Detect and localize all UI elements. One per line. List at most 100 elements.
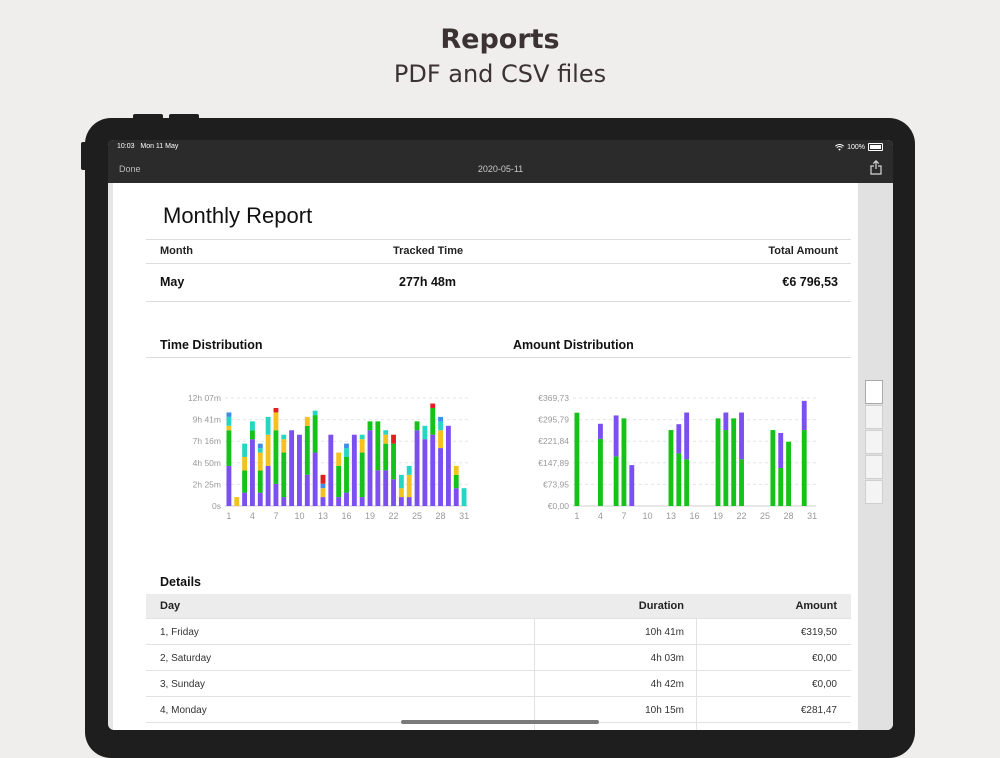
page-thumbnail[interactable] — [865, 480, 883, 504]
x-tick-label: 31 — [807, 511, 817, 521]
amount-distribution-chart: €0,00 €73,95 €147,89 €221,84 €295,79 €369,73 1… — [538, 393, 817, 521]
bar-segment — [226, 412, 232, 417]
bar-segment — [422, 439, 428, 506]
x-tick-label: 25 — [412, 511, 422, 521]
divider — [146, 239, 851, 240]
device-volume-button — [169, 114, 199, 120]
bar-segment — [304, 474, 310, 506]
bar-segment — [668, 430, 674, 506]
bar-segment — [312, 415, 318, 453]
divider — [146, 301, 851, 302]
bar-segment — [242, 470, 248, 493]
bar-segment — [281, 439, 287, 453]
bar-segment — [359, 439, 365, 453]
share-icon[interactable] — [870, 160, 882, 177]
summary-total: €6 796,53 — [782, 275, 838, 289]
summary-header-month: Month — [160, 245, 193, 257]
details-table: Day Duration Amount 1, Friday 10h 41m €3… — [146, 594, 851, 730]
bar-segment — [336, 452, 342, 466]
table-row: 1, Friday 10h 41m €319,50 — [146, 618, 851, 644]
status-time: 10:03 Mon 11 May — [117, 143, 179, 150]
row-duration: 10h 15m — [645, 705, 684, 716]
row-duration: 4h 03m — [650, 653, 684, 664]
table-row: 4, Monday 10h 15m €281,47 — [146, 696, 851, 722]
x-tick-label: 16 — [689, 511, 699, 521]
bar-segment — [430, 403, 436, 408]
bar-segment — [383, 470, 389, 506]
y-tick-label: €221,84 — [538, 436, 569, 446]
bar-segment — [613, 456, 619, 506]
report-page: Monthly Report Month Tracked Time Total … — [113, 183, 858, 730]
summary-tracked: 277h 48m — [399, 275, 456, 289]
x-tick-label: 13 — [666, 511, 676, 521]
x-tick-label: 19 — [713, 511, 723, 521]
bar-segment — [257, 452, 263, 471]
bar-segment — [438, 448, 443, 506]
y-tick-label: €73,95 — [543, 479, 569, 489]
bar-segment — [250, 430, 255, 440]
time-distribution-title: Time Distribution — [160, 338, 263, 352]
divider — [146, 357, 851, 358]
table-row: 2, Saturday 4h 03m €0,00 — [146, 644, 851, 670]
bar-segment — [383, 430, 389, 435]
y-tick-label: €369,73 — [538, 393, 569, 403]
row-day: 4, Monday — [160, 705, 207, 716]
bar-segment — [297, 434, 302, 506]
bar-segment — [453, 474, 459, 489]
y-tick-label: €147,89 — [538, 458, 569, 468]
bar-segment — [234, 497, 240, 506]
bar-segment — [438, 421, 443, 431]
row-day: 1, Friday — [160, 627, 199, 638]
bar-segment — [398, 488, 404, 498]
bar-segment — [770, 430, 776, 506]
x-tick-label: 19 — [365, 511, 375, 521]
bar-segment — [242, 456, 248, 471]
bar-segment — [391, 479, 396, 506]
bar-segment — [344, 456, 349, 493]
page-thumbnail[interactable] — [865, 430, 883, 454]
page-thumbnail[interactable] — [865, 455, 883, 479]
bar-segment — [398, 497, 404, 506]
bar-segment — [801, 400, 807, 431]
bar-segment — [731, 418, 737, 506]
status-right: 100% — [835, 143, 883, 151]
bar-segment — [383, 443, 389, 471]
bar-segment — [383, 434, 389, 444]
bar-segment — [336, 465, 342, 498]
x-tick-label: 25 — [760, 511, 770, 521]
row-duration: 10h 41m — [645, 627, 684, 638]
done-button[interactable]: Done — [119, 164, 141, 174]
x-tick-label: 16 — [341, 511, 351, 521]
page-thumbnail[interactable] — [865, 405, 883, 429]
bar-segment — [281, 452, 287, 498]
summary-header-tracked: Tracked Time — [393, 245, 464, 257]
bar-segment — [375, 421, 381, 471]
bar-segment — [226, 465, 232, 506]
x-tick-label: 31 — [459, 511, 469, 521]
bar-segment — [786, 441, 791, 506]
table-row: 3, Sunday 4h 42m €0,00 — [146, 670, 851, 696]
bar-segment — [257, 470, 263, 493]
divider — [146, 263, 851, 264]
home-indicator[interactable] — [401, 720, 599, 724]
x-tick-label: 4 — [598, 511, 603, 521]
bar-segment — [445, 425, 451, 506]
nav-bar: Done 2020-05-11 — [108, 154, 893, 183]
bar-segment — [414, 430, 420, 506]
bar-segment — [406, 497, 412, 506]
x-tick-label: 7 — [621, 511, 626, 521]
bar-segment — [574, 412, 580, 506]
details-header-day: Day — [160, 600, 181, 612]
bar-segment — [250, 421, 255, 431]
x-tick-label: 10 — [642, 511, 652, 521]
bar-segment — [778, 468, 784, 506]
bar-segment — [304, 416, 310, 426]
bar-segment — [684, 412, 690, 460]
bar-segment — [598, 423, 603, 439]
bar-segment — [281, 434, 287, 440]
bar-segment — [723, 412, 729, 431]
row-amount: €281,47 — [800, 705, 837, 716]
bar-segment — [328, 434, 334, 506]
device-side-button — [81, 142, 87, 170]
page-thumbnail[interactable] — [865, 380, 883, 404]
